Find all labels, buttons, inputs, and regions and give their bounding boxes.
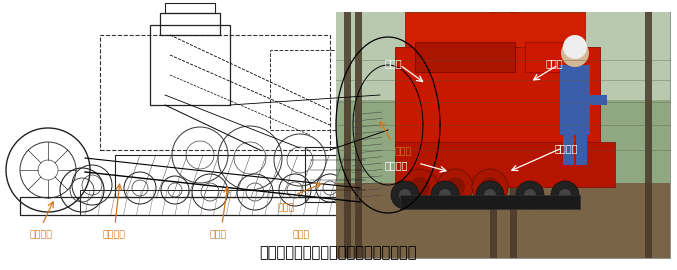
Circle shape: [484, 189, 496, 201]
Bar: [336, 183, 670, 258]
Bar: [355, 12, 362, 258]
Text: 拾上げ部: 拾上げ部: [103, 231, 126, 239]
Text: 粉砕部: 粉砕部: [278, 204, 295, 212]
Bar: [100, 35, 330, 150]
Circle shape: [472, 169, 508, 205]
Bar: [165, 3, 215, 13]
Circle shape: [559, 189, 571, 201]
Text: 図１　自走拾上げ式せん定枝粉砕搬出機: 図１ 自走拾上げ式せん定枝粉砕搬出機: [260, 245, 417, 261]
Bar: [352, 110, 382, 202]
Bar: [415, 42, 515, 72]
Bar: [305, 147, 370, 202]
Text: 搬送部: 搬送部: [210, 231, 227, 239]
Bar: [490, 12, 497, 258]
Text: 拾上げ部: 拾上げ部: [385, 160, 408, 170]
Bar: [270, 50, 360, 130]
Bar: [645, 12, 652, 258]
Circle shape: [399, 189, 411, 201]
Text: 収容部: 収容部: [395, 147, 412, 157]
Circle shape: [431, 181, 459, 209]
Bar: [344, 12, 351, 258]
Bar: [576, 133, 587, 165]
Circle shape: [516, 181, 544, 209]
Circle shape: [439, 189, 451, 201]
Bar: [150, 25, 230, 105]
Bar: [380, 165, 420, 215]
Circle shape: [476, 181, 504, 209]
Bar: [395, 142, 615, 187]
Bar: [510, 12, 517, 258]
Text: レーキ: レーキ: [293, 231, 310, 239]
Bar: [160, 13, 220, 35]
Circle shape: [402, 169, 438, 205]
Bar: [20, 197, 420, 215]
Bar: [525, 42, 585, 72]
Bar: [587, 95, 607, 105]
Circle shape: [561, 39, 589, 67]
Text: 揺寄せ部: 揺寄せ部: [555, 143, 579, 153]
Circle shape: [524, 189, 536, 201]
Bar: [336, 12, 670, 100]
Bar: [563, 133, 574, 165]
Circle shape: [480, 177, 500, 197]
Circle shape: [445, 177, 465, 197]
Text: 粉砕部: 粉砕部: [385, 58, 403, 68]
Text: 揺寄せ部: 揺寄せ部: [30, 231, 53, 239]
Circle shape: [410, 177, 430, 197]
Bar: [560, 65, 590, 135]
Circle shape: [437, 169, 473, 205]
Bar: [336, 12, 670, 258]
Circle shape: [391, 181, 419, 209]
Bar: [400, 195, 580, 209]
Bar: [395, 47, 600, 162]
Circle shape: [551, 181, 579, 209]
Bar: [80, 190, 360, 215]
Bar: [405, 12, 585, 47]
Circle shape: [563, 35, 587, 59]
Text: 搬送部: 搬送部: [546, 58, 564, 68]
